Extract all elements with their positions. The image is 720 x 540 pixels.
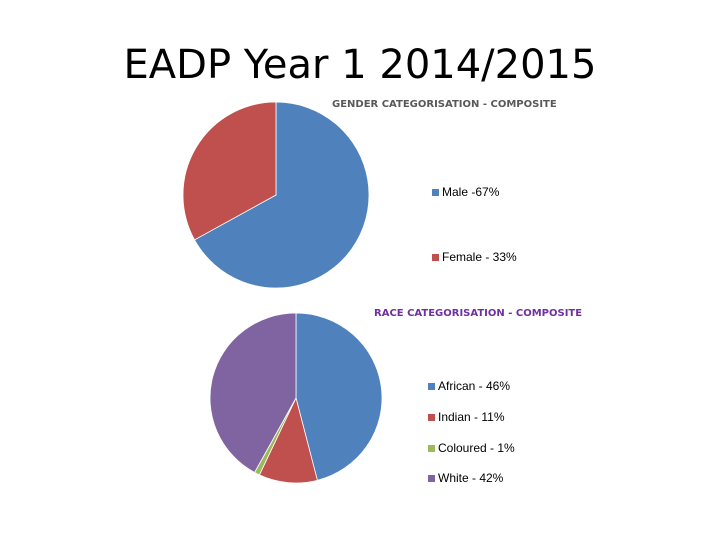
legend-label-african: African - 46% [438, 379, 511, 393]
legend-swatch-white [428, 474, 435, 482]
legend-label-indian: Indian - 11% [438, 410, 505, 424]
legend-item-indian: Indian - 11% [428, 410, 505, 424]
legend-swatch-african [428, 382, 435, 390]
legend-label-male: Male -67% [442, 185, 500, 199]
legend-swatch-male [432, 188, 439, 196]
pie-slice-white [209, 312, 297, 474]
legend-swatch-female [432, 253, 439, 261]
race-chart-title: RACE CATEGORISATION - COMPOSITE [374, 308, 583, 319]
slide-title: EADP Year 1 2014/2015 [123, 42, 597, 88]
legend-item-african: African - 46% [428, 379, 510, 393]
gender-chart-title: GENDER CATEGORISATION - COMPOSITE [332, 99, 557, 110]
legend-swatch-indian [428, 413, 435, 421]
pie-slice-african [295, 312, 383, 481]
legend-label-coloured: Coloured - 1% [438, 441, 515, 455]
legend-label-female: Female - 33% [442, 250, 517, 264]
legend-item-male: Male -67% [432, 185, 499, 199]
pie-slice-female [182, 101, 277, 241]
pie-slice-male [193, 101, 370, 289]
legend-item-white: White - 42% [428, 471, 503, 485]
legend-label-white: White - 42% [438, 471, 504, 485]
legend-item-coloured: Coloured - 1% [428, 441, 515, 455]
legend-swatch-coloured [428, 444, 435, 452]
legend-item-female: Female - 33% [432, 250, 517, 264]
